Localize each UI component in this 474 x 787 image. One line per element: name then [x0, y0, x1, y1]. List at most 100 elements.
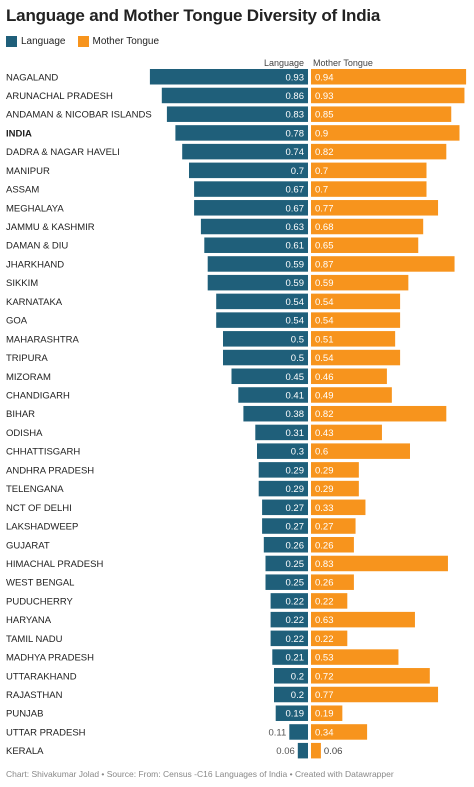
bar-language-nct-of-delhi	[262, 499, 308, 516]
category-label-jammu-and-kashmir: JAMMU & KASHMIR	[6, 222, 95, 233]
bar-language-rajasthan	[274, 686, 308, 703]
value-language-bihar: 0.38	[286, 409, 305, 420]
category-label-chhattisgarh: CHHATTISGARH	[6, 447, 80, 458]
category-label-mizoram: MIZORAM	[6, 372, 51, 383]
bar-language-dadra-and-nagar-haveli	[182, 143, 308, 160]
bar-mother-tongue-puducherry	[311, 593, 348, 609]
value-language-dadra-and-nagar-haveli: 0.74	[286, 147, 305, 158]
bar-mother-tongue-jharkhand	[311, 256, 455, 272]
category-label-meghalaya: MEGHALAYA	[6, 203, 64, 214]
category-label-west-bengal: WEST BENGAL	[6, 578, 74, 589]
bar-language-india	[175, 125, 308, 141]
value-mother-tongue-nagaland: 0.94	[315, 72, 334, 83]
category-label-rajasthan: RAJASTHAN	[6, 690, 63, 701]
category-label-goa: GOA	[6, 316, 28, 327]
bar-language-odisha	[255, 424, 308, 441]
legend-label-mother-tongue: Mother Tongue	[92, 36, 160, 47]
category-label-dadra-and-nagar-haveli: DADRA & NAGAR HAVELI	[6, 147, 120, 158]
bar-language-uttarakhand	[274, 668, 308, 684]
value-language-punjab: 0.19	[286, 709, 305, 720]
bar-mother-tongue-nagaland	[311, 69, 467, 85]
value-language-himachal-pradesh: 0.25	[286, 559, 305, 570]
value-language-puducherry: 0.22	[286, 596, 305, 607]
value-mother-tongue-odisha: 0.43	[315, 428, 334, 439]
value-mother-tongue-jammu-and-kashmir: 0.68	[315, 222, 334, 233]
category-label-sikkim: SIKKIM	[6, 278, 38, 289]
bar-mother-tongue-sikkim	[311, 274, 409, 291]
category-label-maharashtra: MAHARASHTRA	[6, 334, 80, 345]
value-language-goa: 0.54	[286, 316, 305, 327]
value-mother-tongue-karnataka: 0.54	[315, 297, 334, 308]
value-mother-tongue-himachal-pradesh: 0.83	[315, 559, 334, 570]
category-label-gujarat: GUJARAT	[6, 540, 50, 551]
bar-language-goa	[216, 312, 308, 328]
category-label-andhra-pradesh: ANDHRA PRADESH	[6, 465, 94, 476]
bar-language-madhya-pradesh	[272, 649, 308, 665]
value-language-india: 0.78	[286, 128, 305, 139]
value-language-meghalaya: 0.67	[286, 203, 305, 214]
value-mother-tongue-chhattisgarh: 0.6	[315, 447, 328, 458]
category-label-nct-of-delhi: NCT OF DELHI	[6, 503, 72, 514]
value-mother-tongue-daman-and-diu: 0.65	[315, 241, 334, 252]
bar-language-meghalaya	[194, 200, 308, 216]
bar-mother-tongue-uttar-pradesh	[311, 724, 368, 740]
value-mother-tongue-mizoram: 0.46	[315, 372, 334, 383]
bar-language-sikkim	[207, 274, 308, 291]
bar-mother-tongue-himachal-pradesh	[311, 555, 448, 572]
value-mother-tongue-arunachal-pradesh: 0.93	[315, 91, 334, 102]
category-label-assam: ASSAM	[6, 185, 39, 196]
bar-language-punjab	[275, 705, 308, 721]
category-label-daman-and-diu: DAMAN & DIU	[6, 241, 68, 252]
category-label-jharkhand: JHARKHAND	[6, 259, 64, 270]
bar-mother-tongue-odisha	[311, 424, 382, 441]
bar-mother-tongue-gujarat	[311, 537, 354, 553]
value-mother-tongue-uttar-pradesh: 0.34	[315, 727, 334, 738]
bar-mother-tongue-punjab	[311, 705, 343, 721]
bar-language-kerala	[297, 742, 308, 759]
value-language-tripura: 0.5	[291, 353, 304, 364]
value-language-manipur: 0.7	[291, 166, 304, 177]
value-language-assam: 0.67	[286, 185, 305, 196]
value-mother-tongue-west-bengal: 0.26	[315, 578, 334, 589]
value-language-tamil-nadu: 0.22	[286, 634, 305, 645]
value-language-chhattisgarh: 0.3	[291, 447, 304, 458]
category-label-puducherry: PUDUCHERRY	[6, 596, 74, 607]
category-label-haryana: HARYANA	[6, 615, 52, 626]
value-language-west-bengal: 0.25	[286, 578, 305, 589]
bar-mother-tongue-nct-of-delhi	[311, 499, 366, 516]
column-header-mother-tongue: Mother Tongue	[313, 58, 373, 68]
value-mother-tongue-gujarat: 0.26	[315, 540, 334, 551]
bar-mother-tongue-india	[311, 125, 460, 141]
value-mother-tongue-rajasthan: 0.77	[315, 690, 334, 701]
bar-language-jharkhand	[207, 256, 308, 272]
value-mother-tongue-nct-of-delhi: 0.33	[315, 503, 334, 514]
value-mother-tongue-andhra-pradesh: 0.29	[315, 465, 334, 476]
value-language-gujarat: 0.26	[286, 540, 305, 551]
category-label-uttar-pradesh: UTTAR PRADESH	[6, 727, 86, 738]
value-mother-tongue-bihar: 0.82	[315, 409, 334, 420]
value-mother-tongue-india: 0.9	[315, 128, 328, 139]
category-label-andaman-and-nicobar-islands: ANDAMAN & NICOBAR ISLANDS	[6, 110, 152, 121]
category-label-punjab: PUNJAB	[6, 709, 43, 720]
bar-language-mizoram	[231, 368, 308, 385]
value-mother-tongue-manipur: 0.7	[315, 166, 328, 177]
value-language-sikkim: 0.59	[286, 278, 305, 289]
bar-mother-tongue-meghalaya	[311, 200, 439, 216]
value-mother-tongue-andaman-and-nicobar-islands: 0.85	[315, 110, 334, 121]
category-label-madhya-pradesh: MADHYA PRADESH	[6, 653, 94, 664]
legend-swatch-language	[6, 36, 17, 47]
bar-mother-tongue-andaman-and-nicobar-islands	[311, 106, 452, 122]
bar-mother-tongue-lakshadweep	[311, 518, 356, 534]
category-label-karnataka: KARNATAKA	[6, 297, 63, 308]
value-language-uttar-pradesh: 0.11	[269, 727, 287, 738]
bar-language-himachal-pradesh	[265, 555, 308, 572]
value-mother-tongue-maharashtra: 0.51	[315, 334, 334, 345]
category-label-odisha: ODISHA	[6, 428, 43, 439]
bar-language-chandigarh	[238, 387, 308, 403]
bar-language-assam	[194, 181, 308, 197]
value-language-odisha: 0.31	[286, 428, 305, 439]
value-language-daman-and-diu: 0.61	[286, 241, 305, 252]
bar-language-puducherry	[270, 593, 308, 609]
bar-mother-tongue-arunachal-pradesh	[311, 87, 465, 104]
